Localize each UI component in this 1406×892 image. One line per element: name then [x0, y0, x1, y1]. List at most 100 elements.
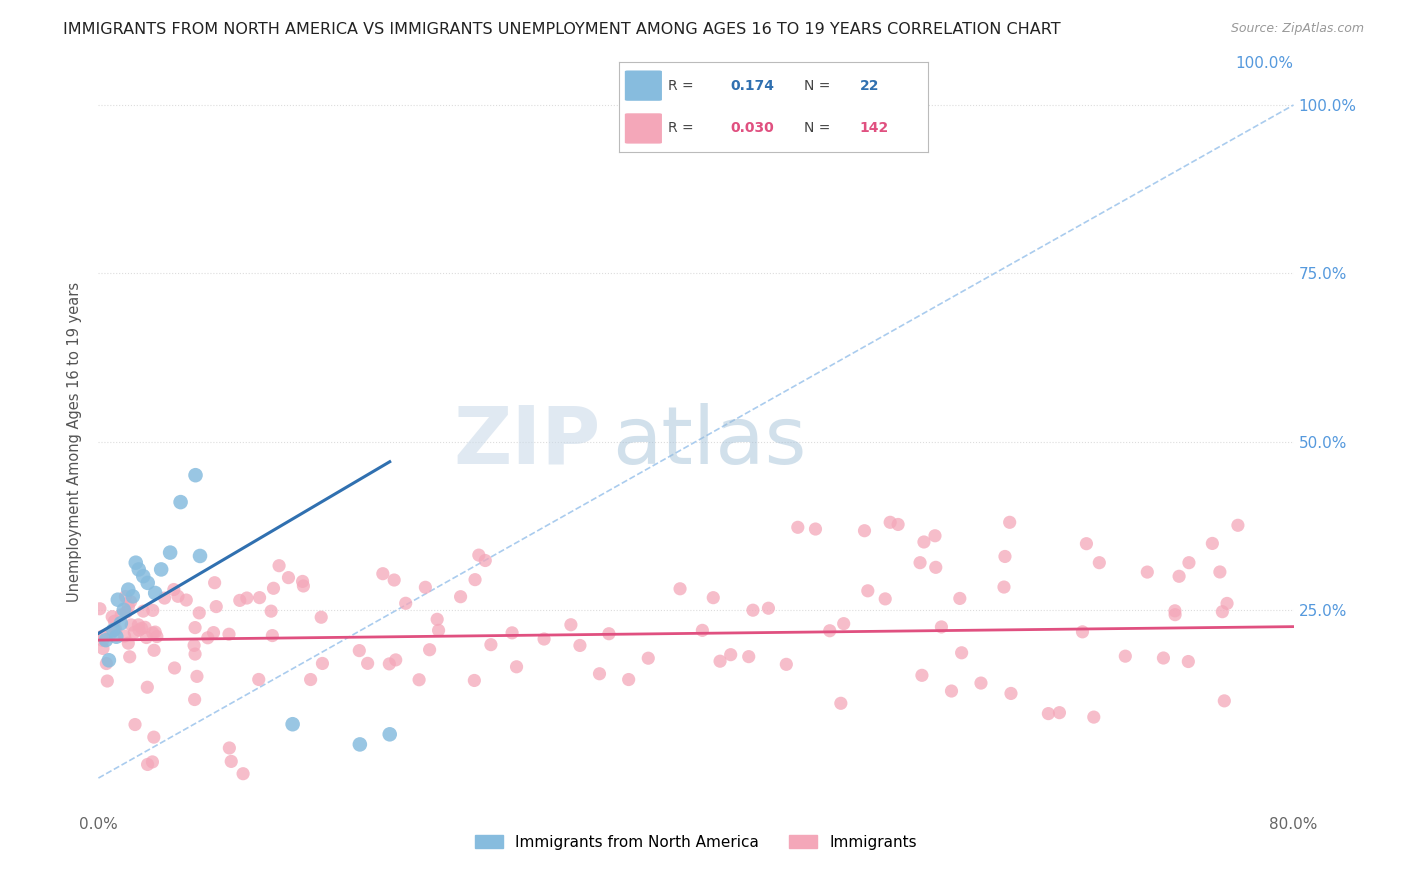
Point	[1211, 605, 1233, 619]
Point	[464, 573, 486, 587]
Point	[103, 623, 125, 637]
Point	[856, 583, 879, 598]
Point	[709, 654, 731, 668]
Text: N =: N =	[804, 78, 831, 93]
Point	[247, 673, 270, 687]
Point	[135, 631, 157, 645]
Point	[758, 601, 780, 615]
Point	[479, 638, 502, 652]
Point	[408, 673, 430, 687]
Point	[121, 590, 143, 604]
Point	[1168, 569, 1191, 583]
Point	[993, 580, 1015, 594]
Text: R =: R =	[668, 78, 693, 93]
Text: atlas: atlas	[613, 402, 807, 481]
Point	[91, 629, 114, 643]
Point	[107, 592, 129, 607]
Point	[911, 668, 934, 682]
Point	[236, 591, 259, 605]
Point	[291, 574, 314, 589]
Point	[277, 571, 299, 585]
Point	[89, 601, 111, 615]
Point	[598, 626, 620, 640]
Point	[830, 696, 852, 710]
Point	[184, 647, 207, 661]
Point	[218, 627, 240, 641]
Point	[159, 546, 181, 560]
Point	[309, 610, 332, 624]
Point	[395, 596, 418, 610]
Point	[1049, 706, 1071, 720]
Point	[568, 639, 591, 653]
Point	[1076, 537, 1098, 551]
Y-axis label: Unemployment Among Ages 16 to 19 years: Unemployment Among Ages 16 to 19 years	[67, 282, 83, 601]
Point	[110, 616, 132, 631]
Point	[136, 757, 159, 772]
Point	[1164, 607, 1187, 622]
Point	[1209, 565, 1232, 579]
Point	[232, 766, 254, 780]
Point	[292, 579, 315, 593]
Point	[136, 680, 159, 694]
Point	[1226, 518, 1249, 533]
Point	[588, 666, 610, 681]
Point	[427, 624, 450, 638]
Point	[702, 591, 724, 605]
Point	[120, 594, 142, 608]
Point	[141, 755, 163, 769]
Point	[925, 560, 948, 574]
Point	[1114, 649, 1136, 664]
Point	[143, 625, 166, 640]
Point	[97, 653, 120, 667]
Point	[382, 573, 405, 587]
Point	[450, 590, 472, 604]
Point	[415, 580, 437, 594]
Point	[202, 625, 225, 640]
Point	[96, 673, 118, 688]
Point	[1136, 565, 1159, 579]
Point	[474, 553, 496, 567]
Point	[775, 657, 797, 672]
Point	[879, 516, 901, 530]
Point	[419, 642, 441, 657]
Point	[1177, 655, 1199, 669]
Point	[91, 641, 114, 656]
Point	[219, 755, 242, 769]
Point	[136, 575, 159, 590]
Point	[100, 626, 122, 640]
Point	[1216, 596, 1239, 610]
Point	[1088, 556, 1111, 570]
Point	[183, 692, 205, 706]
Point	[205, 599, 228, 614]
Point	[1152, 651, 1174, 665]
Point	[1038, 706, 1060, 721]
Point	[853, 524, 876, 538]
Point	[188, 606, 211, 620]
Point	[281, 717, 304, 731]
Point	[371, 566, 394, 581]
Point	[143, 586, 166, 600]
Point	[887, 517, 910, 532]
Point	[117, 599, 139, 614]
Point	[560, 617, 582, 632]
FancyBboxPatch shape	[624, 70, 662, 101]
Point	[128, 623, 150, 637]
Point	[1201, 536, 1223, 550]
Point	[356, 657, 378, 671]
Point	[267, 558, 290, 573]
Text: ZIP: ZIP	[453, 402, 600, 481]
Point	[197, 631, 219, 645]
Text: R =: R =	[668, 121, 693, 136]
Text: 0.174: 0.174	[730, 78, 773, 93]
Point	[114, 629, 136, 643]
Text: 22: 22	[860, 78, 879, 93]
Text: 100.0%: 100.0%	[1236, 56, 1294, 71]
Point	[115, 605, 138, 619]
Point	[127, 617, 149, 632]
Point	[501, 625, 523, 640]
Point	[128, 562, 150, 576]
Point	[1178, 556, 1201, 570]
Point	[91, 633, 114, 648]
Point	[110, 607, 132, 622]
Point	[912, 535, 935, 549]
